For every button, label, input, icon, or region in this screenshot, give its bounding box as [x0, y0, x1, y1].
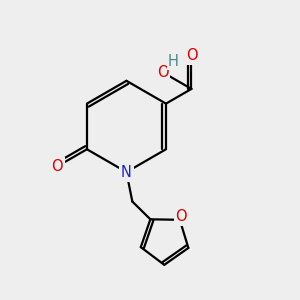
Text: O: O — [176, 209, 187, 224]
Text: N: N — [121, 165, 132, 180]
Text: O: O — [157, 65, 169, 80]
Text: O: O — [186, 48, 197, 63]
Text: H: H — [167, 55, 178, 70]
Text: O: O — [51, 159, 63, 174]
